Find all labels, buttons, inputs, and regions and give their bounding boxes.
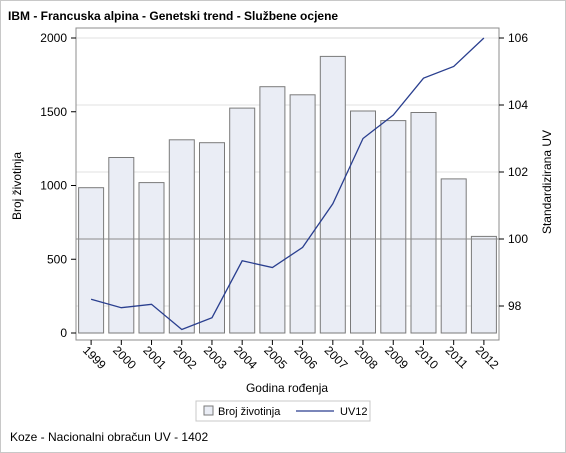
x-axis: 1999 2000 2001 2002 2003 2004 2005 2006 2007 2008… — [80, 340, 502, 372]
y-axis-left: 0 500 1000 1500 2000 — [40, 31, 76, 340]
y-tick-label: 2000 — [40, 31, 67, 45]
x-tick-label: 2009 — [382, 343, 411, 372]
x-tick-label: 2000 — [110, 343, 139, 372]
legend: Broj životinja UV12 — [195, 400, 371, 422]
x-tick-label: 2011 — [443, 343, 471, 371]
bar-1999 — [78, 187, 105, 334]
bar-2000 — [108, 157, 135, 334]
x-tick-label: 2005 — [261, 343, 290, 372]
bar-2002 — [168, 139, 195, 334]
footnote: Koze - Nacionalni obračun UV - 1402 — [10, 430, 209, 444]
y-axis-right: 98 100 102 104 106 — [499, 31, 528, 313]
bars — [78, 55, 497, 334]
x-tick-label: 2012 — [473, 343, 502, 372]
legend-label-bar: Broj životinja — [218, 406, 281, 418]
bar-2012 — [470, 235, 497, 334]
plot-border — [75, 27, 500, 341]
y2-tick-label: 106 — [508, 31, 528, 45]
x-tick-label: 2001 — [140, 343, 169, 372]
bar-2004 — [229, 107, 256, 334]
y-tick-label: 1000 — [40, 179, 67, 193]
x-axis-label: Godina rođenja — [246, 381, 328, 395]
y-tick-label: 1500 — [40, 105, 67, 119]
y-tick-label: 0 — [60, 326, 67, 340]
bar-2009 — [380, 120, 407, 334]
x-tick-label: 2008 — [352, 343, 381, 372]
bar-2011 — [440, 178, 467, 334]
x-tick-label: 2006 — [291, 343, 320, 372]
bar-2001 — [138, 182, 165, 334]
y2-tick-label: 98 — [508, 299, 522, 313]
y2-tick-label: 102 — [508, 165, 528, 179]
bar-2005 — [259, 86, 286, 334]
legend-swatch-bar — [203, 405, 214, 416]
bar-2006 — [289, 94, 316, 334]
bar-2003 — [199, 142, 225, 334]
x-tick-label: 2004 — [231, 343, 260, 372]
y2-tick-label: 104 — [508, 98, 528, 112]
bar-2008 — [350, 110, 376, 334]
bar-2010 — [410, 112, 437, 334]
x-tick-label: 2007 — [322, 343, 351, 372]
x-tick-label: 2010 — [412, 343, 441, 372]
x-tick-label: 2002 — [171, 343, 200, 372]
x-tick-label: 2003 — [201, 343, 230, 372]
y2-tick-label: 100 — [508, 232, 528, 246]
chart-title: IBM - Francuska alpina - Genetski trend … — [8, 9, 339, 23]
legend-box — [195, 400, 371, 422]
series-line-uv12 — [90, 37, 485, 331]
y-axis-label: Broj životinja — [10, 152, 24, 220]
x-tick-label: 1999 — [80, 343, 109, 372]
bar-2007 — [319, 55, 346, 334]
legend-label-line: UV12 — [340, 406, 368, 418]
y2-axis-label: Standardizirana UV — [540, 130, 554, 234]
y-tick-label: 500 — [47, 252, 67, 266]
